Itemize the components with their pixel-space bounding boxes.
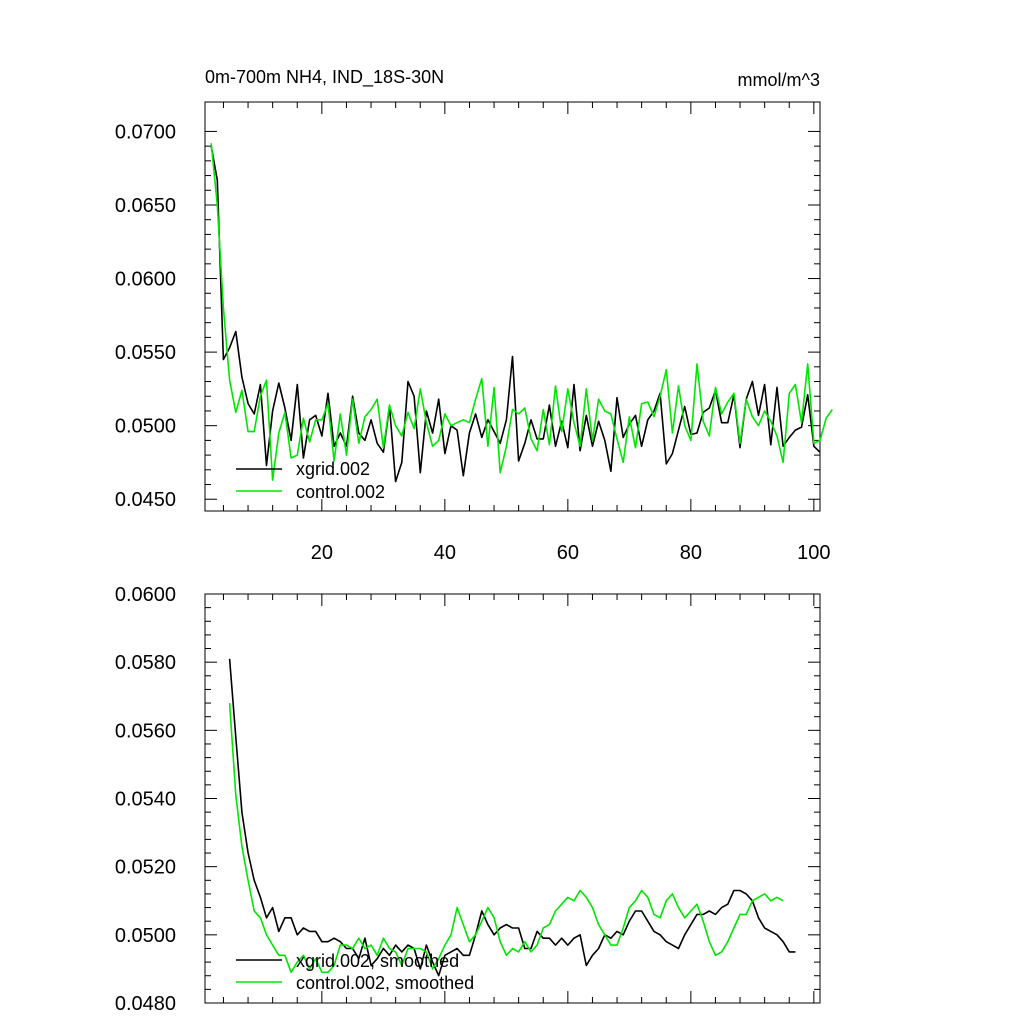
x-tick-label: 80 [680,542,702,564]
series-line-xgrid-002 [210,145,821,483]
y-tick-label: 0.0550 [115,342,176,364]
y-tick-label: 0.0600 [115,584,176,606]
series-line-control-002 [210,143,833,481]
bottom-panel-series [228,658,796,977]
y-tick-label: 0.0480 [115,993,176,1015]
plot-frame [204,101,821,512]
y-tick-label: 0.0600 [115,269,176,291]
y-tick-label: 0.0500 [115,416,176,438]
x-tick-label: 40 [434,542,456,564]
top-panel-series [210,143,833,483]
legend-label-xgrid-smoothed: xgrid.002, smoothed [296,951,459,971]
legend-label-xgrid: xgrid.002 [296,459,370,479]
legend-label-control: control.002 [296,482,385,502]
series-line-control-002-smoothed [228,703,784,974]
y-tick-label: 0.0450 [115,489,176,511]
x-tick-label: 100 [797,542,830,564]
x-tick-label: 60 [557,542,579,564]
y-tick-label: 0.0700 [115,121,176,143]
legend-label-control-smoothed: control.002, smoothed [296,973,474,993]
bottom-panel-legend: xgrid.002, smoothed control.002, smoothe… [236,951,474,993]
top-panel: 0m-700m NH4, IND_18S-30N mmol/m^3 0.0450… [115,67,833,564]
top-panel-units: mmol/m^3 [738,70,820,90]
bottom-panel-axes: 0.0480 0.0500 0.0520 0.0540 0.0560 0.0580 0.06… [115,584,821,1015]
bottom-panel: 0.0480 0.0500 0.0520 0.0540 0.0560 0.0580 0.06… [115,584,821,1015]
x-tick-label: 20 [311,542,333,564]
y-tick-label: 0.0580 [115,652,176,674]
y-tick-label: 0.0560 [115,720,176,742]
top-panel-legend: xgrid.002 control.002 [236,459,385,502]
top-panel-axes: 0.0450 0.0500 0.0550 0.0600 0.0650 0.0700 20 40… [115,101,831,564]
top-panel-title: 0m-700m NH4, IND_18S-30N [205,67,444,88]
y-tick-label: 0.0540 [115,789,176,811]
y-tick-label: 0.0520 [115,857,176,879]
y-tick-label: 0.0500 [115,925,176,947]
y-tick-label: 0.0650 [115,195,176,217]
